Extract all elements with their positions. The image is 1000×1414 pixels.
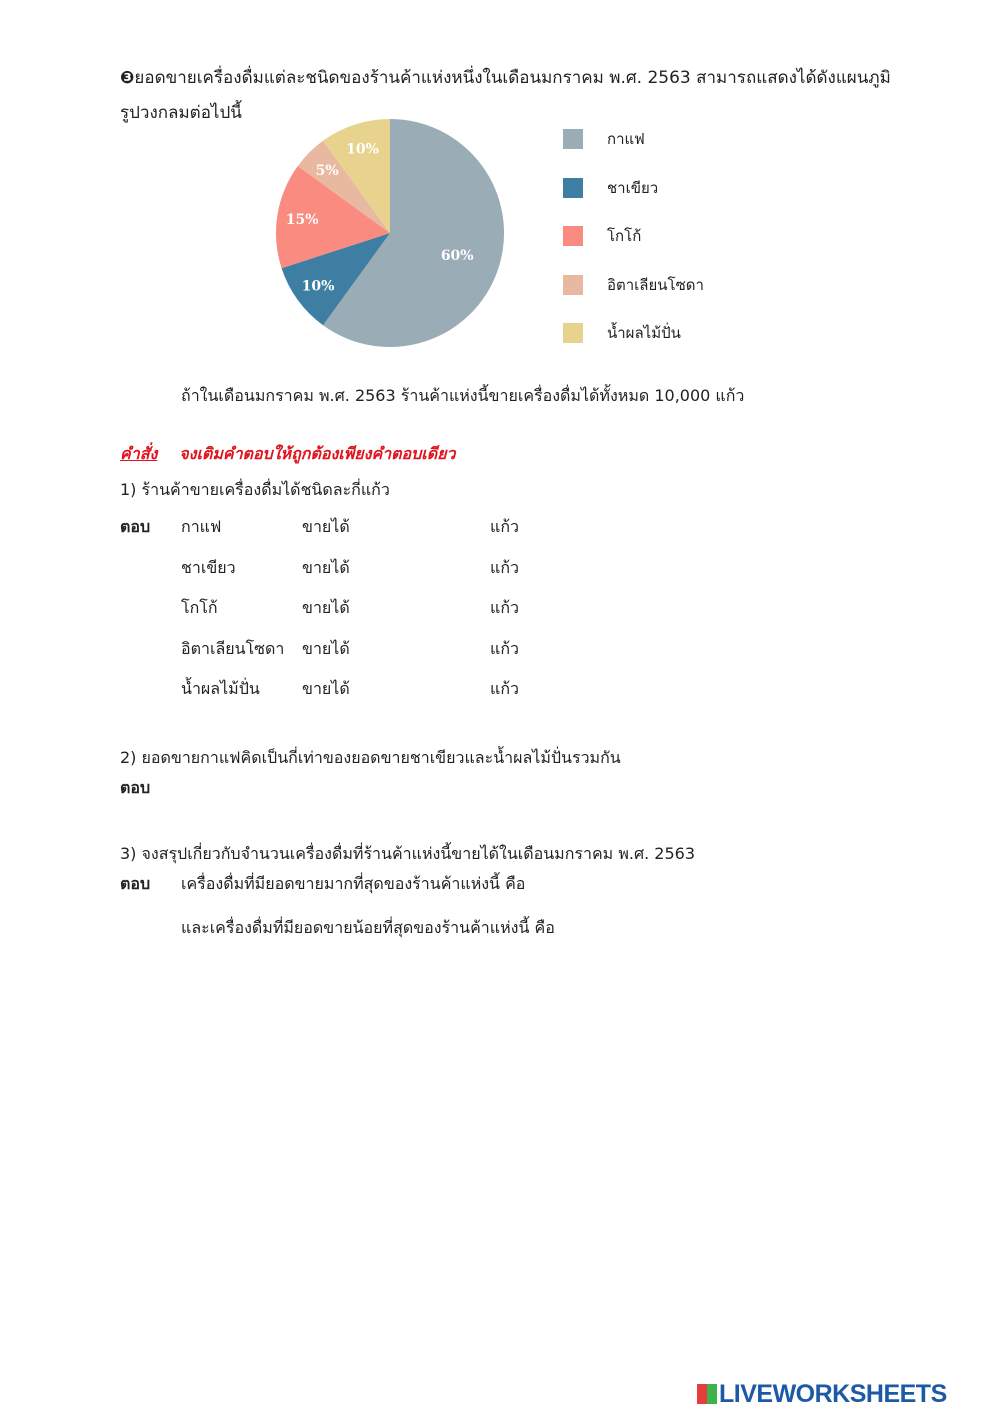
q1-unit-label: แก้ว <box>490 517 519 536</box>
logo-icon <box>697 1384 717 1404</box>
legend-swatch <box>563 177 583 198</box>
q1-sold-label: ขายได้ <box>302 679 350 698</box>
q2-answer-label: ตอบ <box>120 778 151 797</box>
question-number: ❸ <box>120 68 135 88</box>
q1-question: 1) ร้านค้าขายเครื่องดื่มได้ชนิดละกี่แก้ว <box>120 480 390 499</box>
q1-sold-label: ขายได้ <box>302 517 350 536</box>
q1-sold-label: ขายได้ <box>302 598 350 617</box>
pie-slice <box>322 119 504 347</box>
q2-question: 2) ยอดขายกาแฟคิดเป็นกี่เท่าของยอดขายชาเข… <box>120 748 621 767</box>
legend-swatch <box>563 274 583 295</box>
pie-slice <box>281 233 390 326</box>
q1-item-name: น้ำผลไม้ปั่น <box>181 679 260 698</box>
slice-label: 5% <box>316 163 339 179</box>
slice-label: 60% <box>441 248 474 264</box>
q1-answer-label: ตอบ <box>120 517 151 536</box>
pie-slice <box>297 140 390 233</box>
pie-slice <box>322 119 390 233</box>
intro-text: ยอดขายเครื่องดื่มแต่ละชนิดของร้านค้าแห่ง… <box>134 68 891 88</box>
q1-item-name: อิตาเลียนโซดา <box>181 638 285 658</box>
q3-line-1: เครื่องดื่มที่มียอดขายมากที่สุดของร้านค้… <box>181 874 526 893</box>
liveworksheets-logo: LIVEWORKSHEETS <box>697 1380 947 1409</box>
q1-unit-label: แก้ว <box>490 679 519 698</box>
legend-label: โกโก้ <box>607 227 642 245</box>
q1-item-name: กาแฟ <box>181 517 222 536</box>
legend-label: น้ำผลไม้ปั่น <box>607 324 681 342</box>
intro-line-2: รูปวงกลมต่อไปนี้ <box>120 103 242 123</box>
instruction: คำสั่ง จงเติมคำตอบให้ถูกต้องเพียงคำตอบเดี… <box>120 442 456 467</box>
legend-swatch <box>563 323 583 343</box>
q3-line-2: และเครื่องดื่มที่มียอดขายน้อยที่สุดของร้… <box>181 918 555 937</box>
legend-label: อิตาเลียนโซดา <box>607 275 704 294</box>
q1-unit-label: แก้ว <box>490 557 519 577</box>
pie-chart: 60% 10% 15% 5% 10% <box>276 119 504 347</box>
pie-slice <box>276 165 390 269</box>
q1-unit-label: แก้ว <box>490 638 519 658</box>
q1-unit-label: แก้ว <box>490 598 519 617</box>
instruction-text: จงเติมคำตอบให้ถูกต้องเพียงคำตอบเดียว <box>179 444 456 463</box>
q3-question: 3) จงสรุปเกี่ยวกับจำนวนเครื่องดื่มที่ร้า… <box>120 844 695 863</box>
q1-sold-label: ขายได้ <box>302 638 350 658</box>
q1-item-name: โกโก้ <box>181 598 218 617</box>
instruction-label: คำสั่ง <box>120 444 158 463</box>
legend-swatch <box>563 129 583 149</box>
legend-label: กาแฟ <box>607 130 645 148</box>
slice-label: 10% <box>302 278 335 294</box>
slice-label: 15% <box>286 212 319 228</box>
intro-line-1: ❸ยอดขายเครื่องดื่มแต่ละชนิดของร้านค้าแห่… <box>120 64 891 91</box>
q1-sold-label: ขายได้ <box>302 557 350 577</box>
q3-answer-label: ตอบ <box>120 874 151 893</box>
given-info: ถ้าในเดือนมกราคม พ.ศ. 2563 ร้านค้าแห่งนี… <box>181 386 745 405</box>
legend-swatch <box>563 226 583 246</box>
legend-label: ชาเขียว <box>607 178 659 197</box>
logo-text: LIVEWORKSHEETS <box>719 1380 947 1408</box>
slice-label: 10% <box>346 141 379 157</box>
q1-item-name: ชาเขียว <box>181 557 236 577</box>
